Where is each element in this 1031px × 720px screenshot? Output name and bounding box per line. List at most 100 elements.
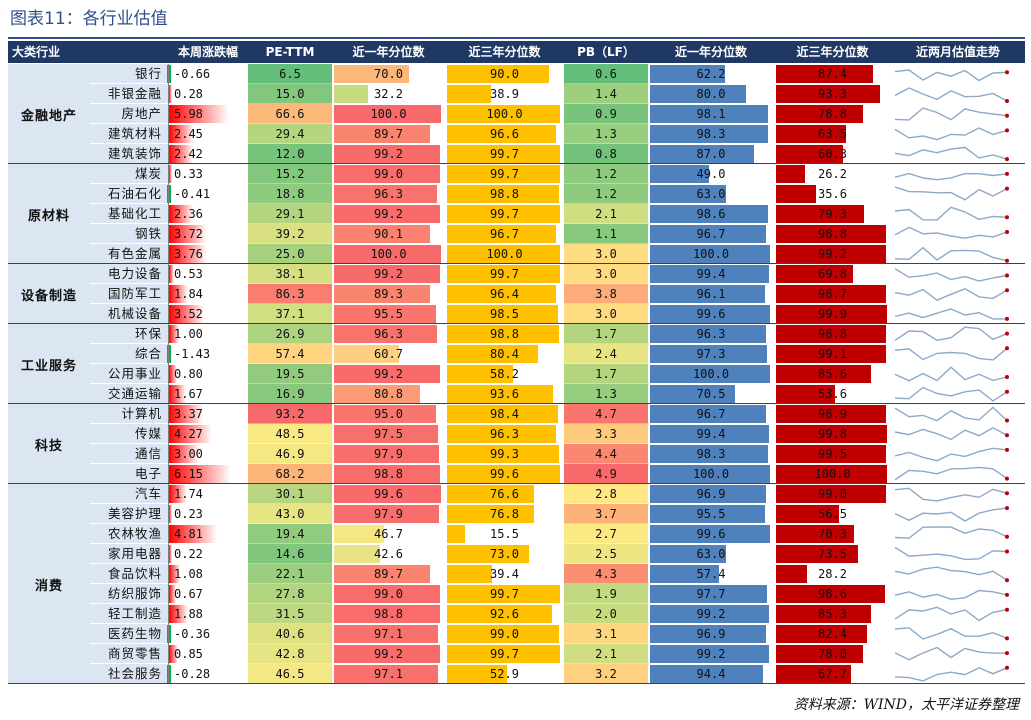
pe-1y-percentile-value: 96.3 — [374, 327, 403, 341]
pb-lf-cell: 3.2 — [564, 664, 648, 684]
pe-1y-percentile-value: 80.8 — [374, 387, 403, 401]
weekly-change-axis — [168, 424, 169, 444]
table-row: 公用事业 0.80 19.5 99.2 58.2 1.7 100.0 85.6 — [90, 364, 1025, 384]
pb-3y-percentile-bar — [776, 565, 808, 583]
weekly-change-cell: 6.15 — [168, 464, 248, 484]
sparkline-end-dot — [1005, 316, 1009, 321]
sparkline-end-dot — [1005, 331, 1009, 336]
pe-3y-percentile-bar — [447, 385, 553, 403]
pe-1y-percentile-value: 99.2 — [374, 267, 403, 281]
industry-name: 石油石化 — [90, 184, 168, 204]
weekly-change-value: 4.27 — [174, 427, 203, 441]
weekly-change-bar — [169, 605, 188, 623]
title-rule — [8, 37, 1025, 39]
pb-1y-percentile: 98.3 — [648, 444, 774, 464]
pe-3y-percentile-value: 98.5 — [490, 307, 519, 321]
pb-1y-percentile: 63.0 — [648, 184, 774, 204]
sparkline-end-dot — [1005, 128, 1009, 133]
pb-3y-percentile: 78.8 — [774, 104, 891, 124]
pe-3y-percentile-bar — [447, 665, 507, 683]
sparkline-path — [894, 226, 1008, 239]
pe-3y-percentile-value: 100.0 — [486, 107, 523, 121]
weekly-change-bar — [169, 545, 172, 563]
table-row: 医药生物 -0.36 40.6 97.1 99.0 3.1 96.9 82.4 — [90, 624, 1025, 644]
pb-1y-percentile-bar — [650, 585, 768, 603]
trend-sparkline — [891, 604, 1025, 624]
pe-3y-percentile: 99.0 — [445, 624, 564, 644]
trend-sparkline — [891, 364, 1025, 384]
pe-1y-percentile-value: 90.1 — [374, 227, 403, 241]
industry-name: 非银金融 — [90, 84, 168, 104]
pb-1y-percentile-bar — [650, 525, 770, 543]
pb-1y-percentile: 96.9 — [648, 484, 774, 504]
table-row: 交通运输 1.67 16.9 80.8 93.6 1.3 70.5 53.6 — [90, 384, 1025, 404]
sparkline-end-dot — [1005, 375, 1009, 379]
pb-3y-percentile-bar — [776, 405, 886, 423]
pb-lf-cell: 2.5 — [564, 544, 648, 564]
pb-1y-percentile: 62.2 — [648, 64, 774, 84]
pe-1y-percentile: 96.3 — [332, 324, 445, 344]
pe-3y-percentile: 99.6 — [445, 464, 564, 484]
pb-lf-cell: 0.8 — [564, 144, 648, 164]
sparkline-end-dot — [1005, 346, 1009, 351]
pb-3y-percentile-bar — [776, 625, 868, 643]
industry-name: 通信 — [90, 444, 168, 464]
industry-name: 轻工制造 — [90, 604, 168, 624]
weekly-change-bar — [169, 645, 178, 663]
pe-1y-percentile-value: 89.7 — [374, 127, 403, 141]
pe-ttm-cell: 39.2 — [248, 224, 332, 244]
pb-1y-percentile: 97.3 — [648, 344, 774, 364]
pe-ttm-cell: 38.1 — [248, 264, 332, 284]
pb-lf-cell: 2.1 — [564, 204, 648, 224]
weekly-change-value: 3.72 — [174, 227, 203, 241]
pe-3y-percentile-bar — [447, 545, 530, 563]
pb-1y-percentile-bar — [650, 565, 719, 583]
pe-1y-percentile-value: 99.2 — [374, 207, 403, 221]
pb-1y-percentile-bar — [650, 145, 755, 163]
pb-1y-percentile-bar — [650, 65, 725, 83]
pe-3y-percentile: 100.0 — [445, 104, 564, 124]
pb-lf-cell: 4.3 — [564, 564, 648, 584]
pe-ttm-cell: 86.3 — [248, 284, 332, 304]
pb-lf-cell: 4.7 — [564, 404, 648, 424]
sparkline-end-dot — [1005, 273, 1009, 278]
pe-3y-percentile-bar — [447, 585, 560, 603]
pe-ttm-cell: 18.8 — [248, 184, 332, 204]
pe-ttm-cell: 40.6 — [248, 624, 332, 644]
pb-1y-percentile-value: 63.0 — [696, 187, 726, 201]
weekly-change-bar — [169, 365, 178, 383]
weekly-change-value: 0.80 — [174, 367, 203, 381]
sparkline-svg — [894, 268, 1009, 282]
pb-1y-percentile: 98.3 — [648, 124, 774, 144]
trend-sparkline — [891, 204, 1025, 224]
pe-3y-percentile-value: 39.4 — [490, 567, 519, 581]
pe-ttm-cell: 30.1 — [248, 484, 332, 504]
weekly-change-cell: 1.67 — [168, 384, 248, 404]
trend-sparkline — [891, 64, 1025, 84]
pb-lf-cell: 1.7 — [564, 364, 648, 384]
pb-1y-percentile-value: 57.4 — [696, 567, 726, 581]
group-label: 消费 — [8, 484, 90, 684]
trend-sparkline — [891, 484, 1025, 504]
pe-3y-percentile: 76.6 — [445, 484, 564, 504]
sparkline-svg — [894, 665, 1009, 682]
pe-3y-percentile-bar — [447, 425, 556, 443]
pb-3y-percentile-bar — [776, 525, 855, 543]
weekly-change-axis — [168, 284, 169, 304]
pe-1y-percentile-value: 96.3 — [374, 187, 403, 201]
pe-1y-percentile-bar — [334, 325, 438, 343]
pb-1y-percentile-value: 62.2 — [696, 67, 726, 81]
pe-1y-percentile: 95.0 — [332, 404, 445, 424]
pe-1y-percentile: 97.5 — [332, 424, 445, 444]
pe-1y-percentile-value: 99.2 — [374, 647, 403, 661]
pe-3y-percentile: 98.8 — [445, 324, 564, 344]
sparkline-end-dot — [1005, 476, 1009, 481]
pe-1y-percentile: 89.7 — [332, 124, 445, 144]
weekly-change-bar — [167, 625, 171, 643]
sparkline-svg — [894, 466, 1009, 481]
pe-ttm-cell: 6.5 — [248, 64, 332, 84]
table-row: 国防军工 1.84 86.3 89.3 96.4 3.8 96.1 98.7 — [90, 284, 1025, 304]
pb-3y-percentile: 99.5 — [774, 444, 891, 464]
pb-3y-percentile-value: 87.4 — [818, 67, 847, 81]
sparkline-path — [894, 107, 1008, 121]
